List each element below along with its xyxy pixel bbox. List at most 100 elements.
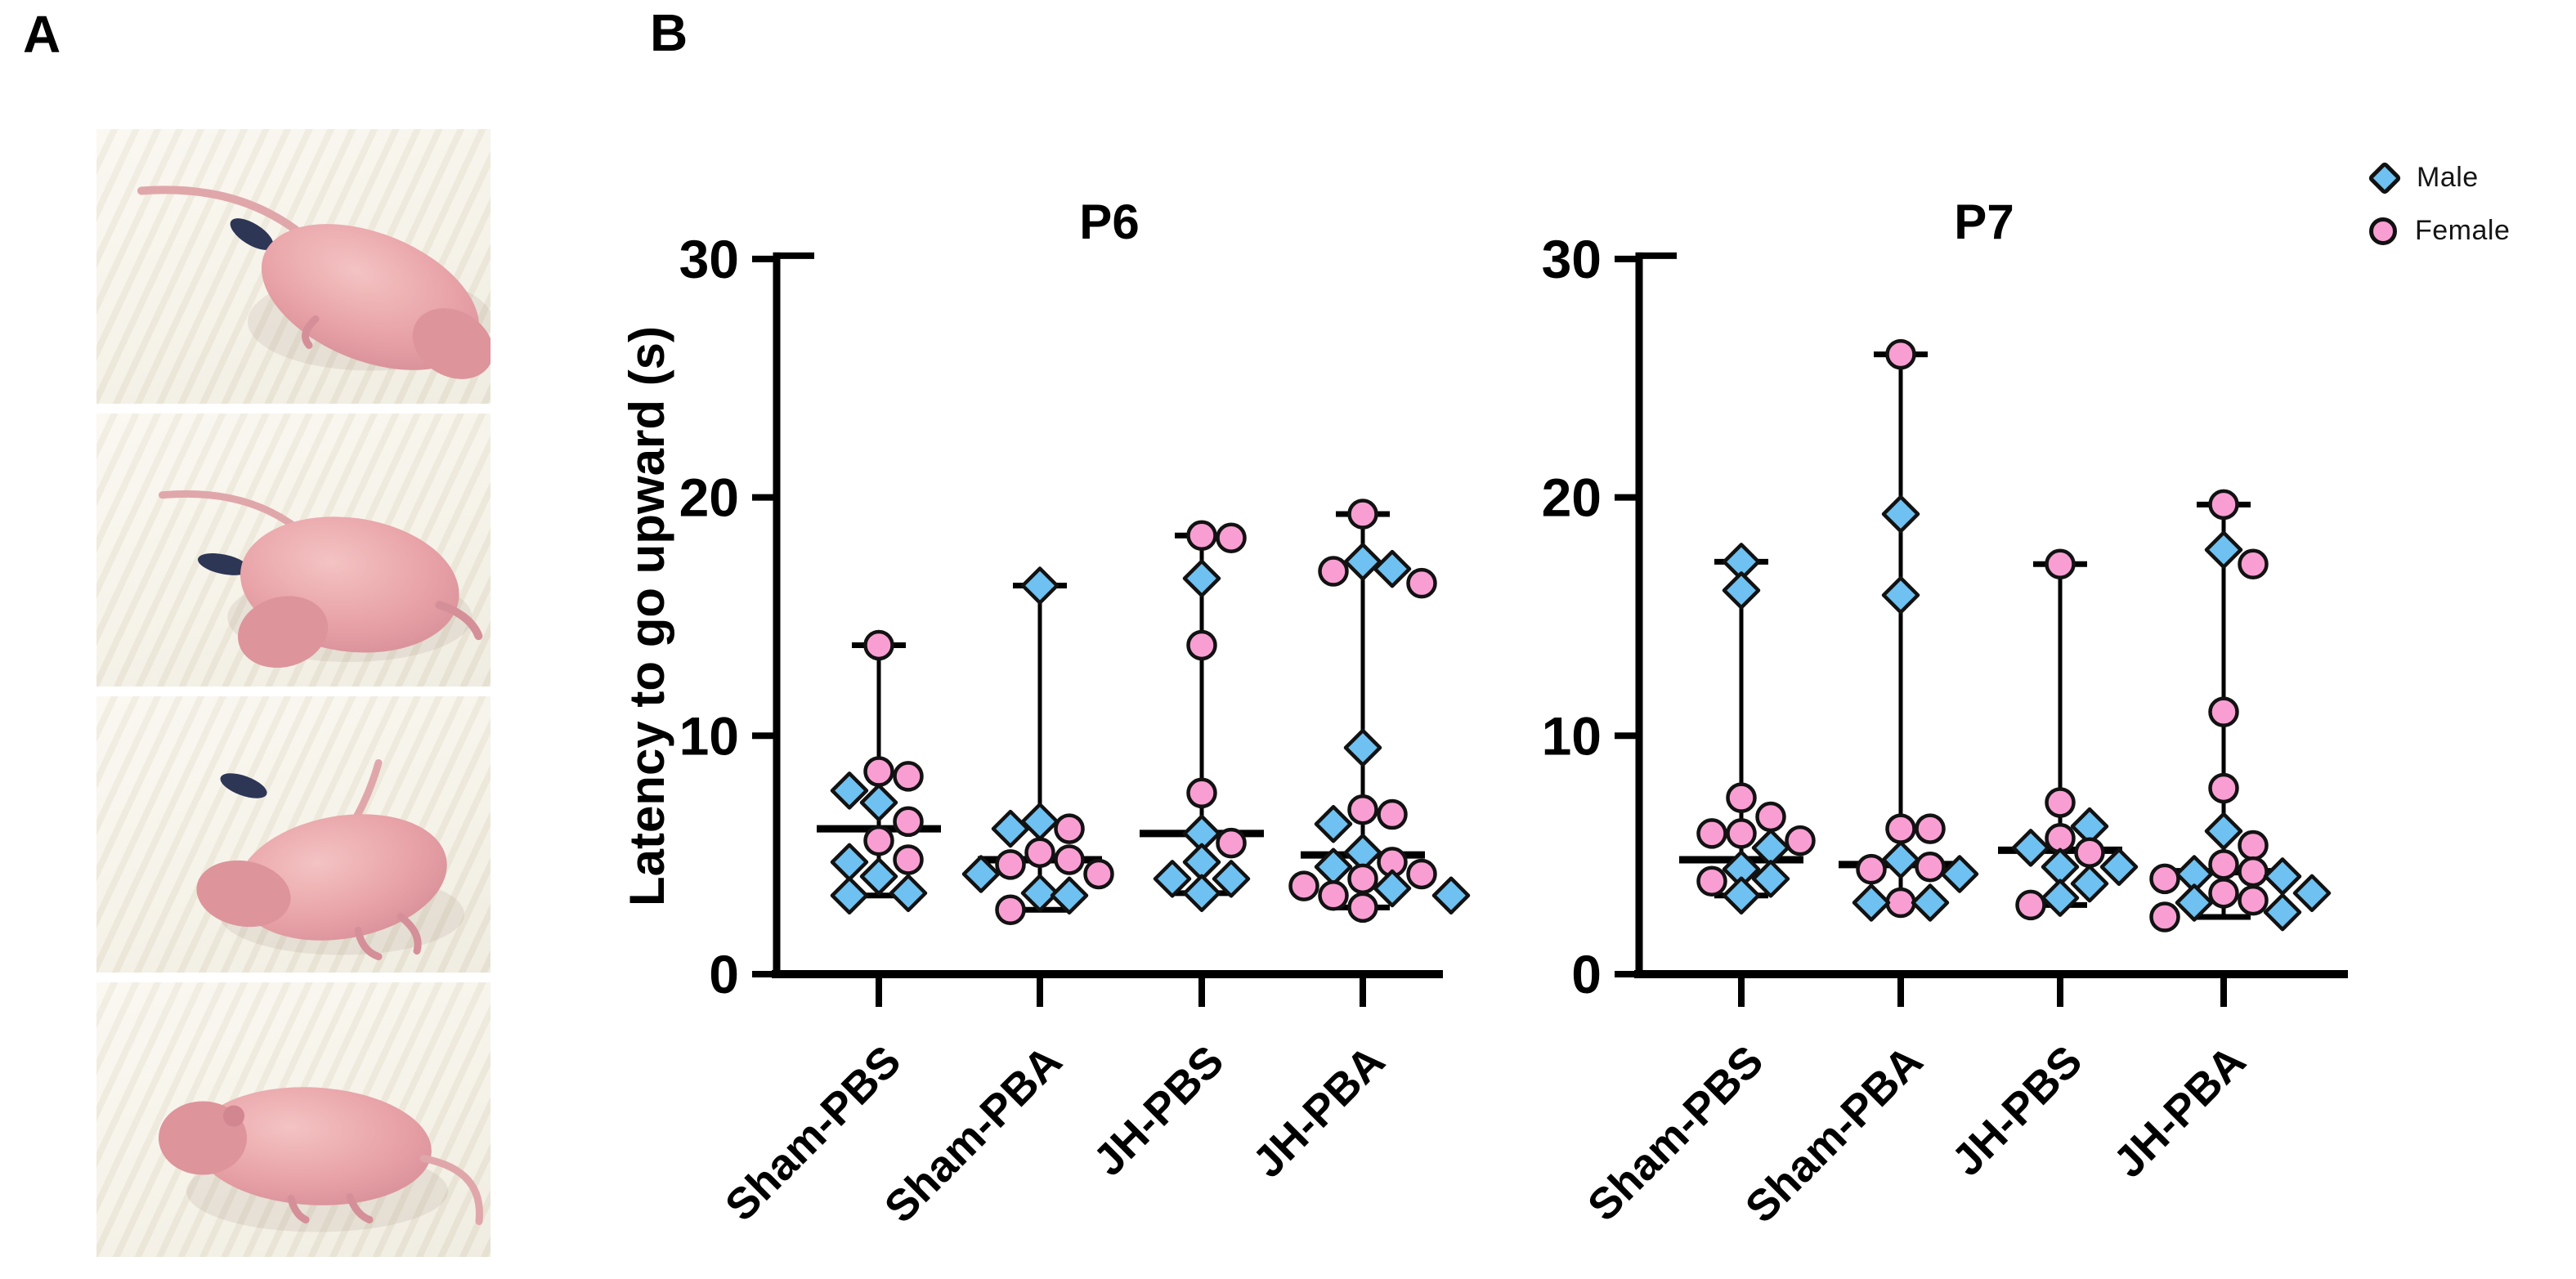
data-point-female <box>1377 798 1408 830</box>
pup-head <box>196 860 291 928</box>
data-point-female <box>1406 858 1437 890</box>
y-tick-label: 10 <box>679 705 739 766</box>
y-tick-label: 10 <box>1542 705 1602 766</box>
pup-ear <box>223 1105 244 1127</box>
y-tick-label: 30 <box>679 229 739 289</box>
data-point-female <box>1885 338 1916 370</box>
data-point-male <box>2263 892 2302 932</box>
data-point-female <box>1083 858 1114 890</box>
data-point-female <box>2238 548 2269 580</box>
data-point-female <box>1785 825 1816 856</box>
data-point-male <box>1020 803 1060 841</box>
pup-hind-leg <box>435 601 483 641</box>
data-point-female <box>2208 849 2239 880</box>
ink-mark <box>230 218 274 250</box>
data-point-female <box>1856 853 1887 885</box>
ink-mark <box>220 773 267 798</box>
data-point-female <box>863 756 894 787</box>
data-point-female <box>2208 696 2239 727</box>
mouse-pup-illustration-1 <box>137 186 491 379</box>
data-point-male <box>1881 840 1920 879</box>
data-point-female <box>1696 865 1727 897</box>
x-category-label: JH-PBA <box>2104 1036 2256 1187</box>
data-point-male <box>991 809 1030 848</box>
data-point-male <box>830 771 869 810</box>
chart-title: P6 <box>1079 195 1139 249</box>
data-point-female <box>1755 801 1786 833</box>
data-point-female <box>1885 887 1916 919</box>
data-point-female <box>1347 794 1378 825</box>
pup-body <box>195 1087 432 1205</box>
mouse-photo-frame-4 <box>96 982 491 1257</box>
data-point-female <box>893 761 924 792</box>
data-point-female <box>1186 520 1217 552</box>
y-tick-label: 0 <box>1571 944 1602 1004</box>
pup-head <box>412 308 491 379</box>
y-tick-label: 20 <box>1542 467 1602 528</box>
panel-a-label: A <box>23 5 61 64</box>
data-point-male <box>1881 494 1920 534</box>
pup-hind-leg <box>396 913 422 955</box>
male-diamond-icon <box>2367 160 2403 195</box>
data-point-female <box>863 825 894 856</box>
data-point-male <box>2263 857 2302 896</box>
x-category-label: JH-PBS <box>1942 1036 2091 1185</box>
legend: Male Female <box>2367 160 2510 268</box>
data-point-female <box>2045 548 2076 580</box>
data-point-female <box>2149 901 2180 932</box>
data-point-male <box>859 857 898 896</box>
data-point-male <box>1343 728 1382 767</box>
ink-mark <box>197 552 249 575</box>
female-circle-icon <box>2369 217 2397 245</box>
pup-head <box>237 596 329 669</box>
data-point-female <box>2238 830 2269 861</box>
legend-male-label: Male <box>2417 162 2479 193</box>
data-point-male <box>889 874 928 913</box>
data-point-male <box>2011 829 2050 867</box>
data-point-female <box>1054 844 1085 875</box>
data-point-female <box>2015 889 2046 921</box>
legend-female-label: Female <box>2415 215 2511 246</box>
data-point-female <box>1347 499 1378 530</box>
data-point-male <box>2099 847 2139 886</box>
legend-item-female: Female <box>2369 215 2510 247</box>
y-tick-label: 20 <box>679 467 739 528</box>
data-point-male <box>2204 812 2243 851</box>
data-point-female <box>1406 567 1437 599</box>
x-category-label: JH-PBS <box>1084 1036 1233 1185</box>
data-point-male <box>1050 876 1089 915</box>
y-tick-label: 30 <box>1542 229 1602 289</box>
x-category-label: JH-PBA <box>1243 1036 1395 1187</box>
data-point-female <box>1726 818 1757 849</box>
data-point-female <box>2149 863 2180 895</box>
data-point-female <box>1318 879 1349 911</box>
data-point-female <box>893 844 924 875</box>
data-point-male <box>1852 883 1891 922</box>
mouse-photo-frame-3 <box>96 696 491 973</box>
data-point-male <box>961 855 1001 893</box>
legend-item-male: Male <box>2367 160 2510 195</box>
data-point-female <box>1024 837 1055 868</box>
data-point-female <box>1885 813 1916 844</box>
mouse-pup-illustration-3 <box>196 759 464 960</box>
data-point-female <box>1288 870 1319 901</box>
data-point-male <box>1431 876 1471 915</box>
data-point-female <box>1347 863 1378 895</box>
data-point-female <box>863 629 894 661</box>
pup-hind-leg <box>354 927 383 960</box>
data-point-female <box>1347 892 1378 923</box>
data-point-female <box>1054 813 1085 844</box>
pup-paw <box>302 315 320 349</box>
data-point-male <box>2204 530 2243 570</box>
data-point-female <box>2208 772 2239 804</box>
data-point-female <box>2208 489 2239 521</box>
y-tick-label: 0 <box>709 944 739 1004</box>
data-point-female <box>1915 851 1946 883</box>
data-point-male <box>1751 860 1790 898</box>
data-point-female <box>1216 522 1247 553</box>
panel-b-label: B <box>650 3 688 62</box>
chart-title: P7 <box>1954 195 2014 249</box>
data-point-male <box>1940 855 1979 893</box>
data-point-male <box>830 876 869 915</box>
